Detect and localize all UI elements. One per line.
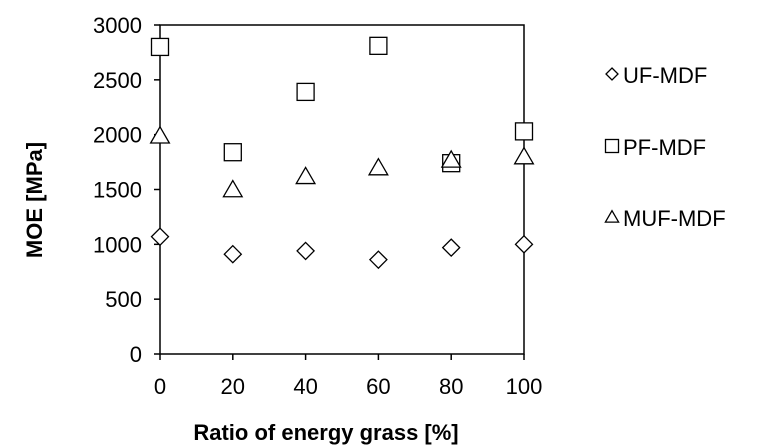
y-tick-label: 500 <box>105 287 142 312</box>
uf-mdf-point <box>296 241 316 261</box>
x-tick-label: 40 <box>293 374 317 399</box>
legend-label-uf-mdf: UF-MDF <box>623 63 707 88</box>
x-tick-label: 60 <box>366 374 390 399</box>
x-axis-ticks: 0 20 40 60 80 100 <box>154 354 542 399</box>
legend-marker-pf-mdf <box>604 138 620 154</box>
y-axis-ticks: 0 500 1000 1500 2000 2500 3000 <box>93 13 160 367</box>
x-tick-label: 80 <box>439 374 463 399</box>
data-markers <box>149 36 535 270</box>
y-tick-label: 2500 <box>93 68 142 93</box>
muf-mdf-point <box>149 125 171 144</box>
uf-mdf-point <box>514 234 534 254</box>
y-tick-label: 0 <box>130 342 142 367</box>
y-axis-title: MOE [MPa] <box>22 142 47 258</box>
legend-marker-uf-mdf <box>605 67 619 81</box>
y-tick-label: 2000 <box>93 123 142 148</box>
muf-mdf-point <box>367 157 389 176</box>
pf-mdf-point <box>296 82 315 102</box>
pf-mdf-point <box>150 37 170 57</box>
x-tick-label: 20 <box>221 374 245 399</box>
muf-mdf-point <box>295 166 317 185</box>
legend-label-muf-mdf: MUF-MDF <box>623 206 726 231</box>
uf-mdf-point <box>150 227 170 247</box>
uf-mdf-point <box>368 250 388 270</box>
muf-mdf-point <box>513 146 535 165</box>
plot-area <box>159 24 525 355</box>
pf-mdf-point <box>369 36 388 55</box>
legend-label-pf-mdf: PF-MDF <box>623 135 706 160</box>
y-tick-label: 3000 <box>93 13 142 38</box>
pf-mdf-point <box>514 122 534 141</box>
uf-mdf-point <box>223 244 243 264</box>
pf-mdf-point <box>223 143 242 162</box>
x-tick-label: 0 <box>154 374 166 399</box>
uf-mdf-point <box>441 238 461 258</box>
y-tick-label: 1000 <box>93 232 142 257</box>
muf-mdf-point <box>222 179 244 198</box>
x-tick-label: 100 <box>506 374 543 399</box>
legend: UF-MDF PF-MDF MUF-MDF <box>604 63 726 231</box>
y-tick-label: 1500 <box>93 178 142 203</box>
x-axis-title: Ratio of energy grass [%] <box>193 420 458 445</box>
legend-marker-muf-mdf <box>604 209 620 223</box>
muf-mdf-point <box>440 149 462 168</box>
